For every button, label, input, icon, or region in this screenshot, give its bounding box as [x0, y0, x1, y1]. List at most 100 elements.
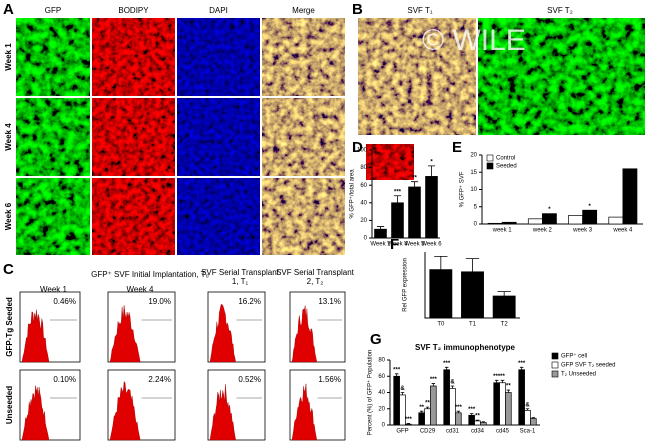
x-tick-label: CD29	[420, 429, 436, 435]
significance: *	[430, 159, 433, 165]
microscopy-images	[16, 18, 645, 255]
error-bar	[427, 165, 436, 177]
image	[92, 98, 175, 176]
bar	[505, 392, 512, 426]
x-tick-label: Sca-1	[520, 429, 536, 435]
x-tick-label: T2	[501, 322, 509, 328]
error-bar	[497, 291, 511, 296]
flow-histogram	[291, 383, 318, 441]
flow-histogram	[21, 385, 50, 441]
bar	[524, 410, 531, 426]
error-bar	[431, 383, 436, 386]
x-tick-label: cd45	[496, 429, 510, 435]
y-axis-label: % GFP⁺ SVF	[459, 171, 466, 207]
significance: ***	[405, 417, 413, 423]
error-bar	[481, 421, 486, 423]
error-bar	[456, 410, 461, 413]
error-bar	[475, 419, 480, 421]
significance: ***	[493, 374, 501, 380]
x-tick-label: Week 4	[387, 242, 408, 248]
significance: ***	[393, 367, 401, 373]
gate-percent: 2.24%	[148, 375, 171, 384]
error-bar	[393, 195, 402, 203]
x-tick-label: GFP	[396, 429, 408, 435]
gate-percent: 0.10%	[53, 375, 76, 384]
significance: ***	[518, 361, 526, 367]
image	[177, 178, 260, 255]
watermark: © WILE	[422, 24, 526, 57]
significance: **	[475, 414, 480, 420]
x-tick-label: T0	[437, 322, 445, 328]
y-axis-label: Percent (%) of GFP⁺ Population	[367, 350, 374, 436]
axes	[389, 360, 540, 426]
axes	[424, 252, 520, 319]
column-header: Merge	[292, 6, 315, 15]
flow-histogram	[109, 305, 141, 363]
significance: **	[419, 405, 424, 411]
image	[177, 18, 260, 96]
y-tick-label: 20	[360, 218, 367, 224]
image	[358, 18, 476, 135]
bar	[530, 418, 537, 426]
x-tick-label: T1	[469, 322, 477, 328]
bar	[480, 422, 487, 426]
error-bar	[394, 373, 399, 377]
gate-percent: 0.52%	[238, 375, 261, 384]
legend-label: Seeded	[496, 164, 517, 170]
error-bar	[434, 255, 448, 270]
legend-swatch	[551, 361, 559, 369]
y-tick-label: 10	[470, 187, 477, 193]
error-bar	[531, 417, 536, 419]
x-tick-label: week 4	[612, 228, 633, 234]
significance: ***	[455, 405, 463, 411]
error-bar	[506, 389, 511, 393]
bar	[501, 221, 517, 225]
x-tick-label: Week 5	[404, 242, 425, 248]
y-tick-label: 0	[382, 423, 386, 429]
column-header: DAPI	[209, 6, 228, 15]
x-tick-label: week 2	[532, 228, 553, 234]
gate-percent: 0.46%	[53, 297, 76, 306]
error-bar	[469, 413, 474, 416]
image	[177, 98, 260, 176]
panel-label: C	[3, 261, 14, 278]
bar	[492, 295, 516, 319]
y-axis-label: Rel GFP expression	[403, 258, 409, 312]
error-bar	[465, 258, 480, 272]
column-header: SVF Serial Transplant 2, T₂	[276, 268, 355, 286]
column-header: GFP	[45, 6, 61, 15]
bar	[527, 218, 543, 225]
legend-swatch	[486, 154, 494, 162]
y-tick-label: 0	[364, 236, 368, 242]
image-title: SVF T₂	[547, 6, 573, 15]
bar	[408, 186, 421, 239]
bar	[542, 213, 557, 225]
error-bar	[406, 422, 411, 425]
panel-label: D	[352, 139, 363, 156]
significance: **	[425, 401, 430, 407]
significance: ***	[468, 407, 476, 413]
error-bar	[494, 379, 499, 383]
gate-percent: 16.2%	[238, 297, 261, 306]
y-tick-label: 100	[357, 148, 368, 154]
significance: **	[500, 374, 505, 380]
bar	[622, 168, 638, 225]
panel-label: E	[452, 139, 462, 156]
image	[16, 178, 90, 255]
image	[262, 98, 345, 176]
legend-label: GFP⁺ cell	[561, 353, 587, 360]
legend-label: GFP SVF T₂ seeded	[561, 363, 615, 369]
panel-label: B	[352, 1, 363, 18]
legend-label: Control	[496, 156, 515, 162]
image	[92, 178, 175, 255]
panel-label: G	[370, 331, 382, 348]
x-tick-label: Week 6	[421, 242, 442, 248]
flow-histogram	[109, 380, 141, 441]
image	[16, 18, 90, 96]
bar	[499, 382, 506, 426]
y-axis-label: % GFP⁺/total area	[349, 169, 356, 219]
gate-percent: 1.56%	[318, 375, 341, 384]
bar	[443, 369, 450, 426]
panel-label: A	[3, 1, 14, 18]
